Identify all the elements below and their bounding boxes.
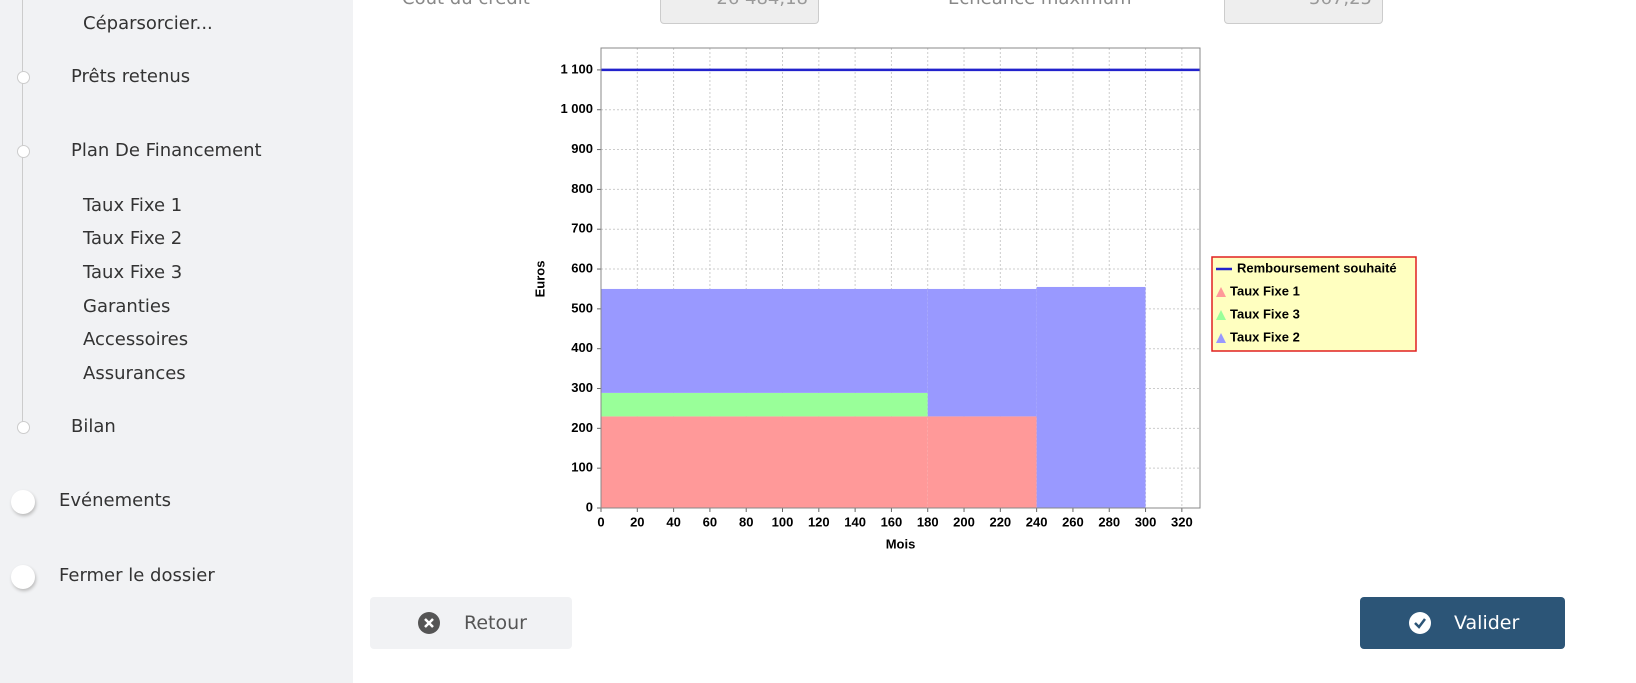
menu-item[interactable]: Taux Fixe 1 [83, 195, 183, 216]
x-tick-label: 180 [917, 514, 939, 529]
y-tick-label: 600 [571, 260, 593, 275]
menu-item[interactable]: Evénements [59, 490, 172, 511]
y-tick-label: 300 [571, 380, 593, 395]
field-value: 26 484,18 [660, 0, 819, 24]
legend-label: Remboursement souhaité [1237, 260, 1397, 275]
x-tick-label: 100 [772, 514, 794, 529]
y-tick-label: 1 000 [560, 101, 593, 116]
x-tick-label: 200 [953, 514, 975, 529]
bullet [11, 565, 35, 589]
x-tick-label: 260 [1062, 514, 1084, 529]
menu-item[interactable]: Taux Fixe 2 [83, 228, 183, 249]
area-segment [927, 288, 1037, 417]
x-tick-label: 60 [703, 514, 717, 529]
x-tick-label: 280 [1098, 514, 1120, 529]
bullet [17, 145, 30, 158]
x-tick-label: 300 [1135, 514, 1157, 529]
y-tick-label: 0 [586, 499, 593, 514]
timeline [22, 0, 23, 428]
area-segment [601, 416, 928, 508]
chart: 0 20 40 60 80 100 120 140 160 180 200 220 240 260 280 3… [532, 47, 1417, 551]
bullet [17, 71, 30, 84]
menu-item[interactable]: Prêts retenus [71, 66, 191, 87]
x-tick-label: 20 [630, 514, 644, 529]
legend-label: Taux Fixe 2 [1230, 329, 1300, 344]
y-tick-label: 400 [571, 340, 593, 355]
y-tick-label: 900 [571, 141, 593, 156]
menu-item[interactable]: Plan De Financement [71, 140, 262, 161]
area-segment [601, 288, 928, 393]
legend-swatch [1216, 333, 1226, 343]
area-segment [1036, 286, 1146, 508]
y-tick-label: 1 100 [560, 61, 593, 76]
x-axis-label: Mois [886, 536, 916, 551]
bullet [11, 490, 35, 514]
y-axis-label: Euros [532, 261, 547, 298]
y-tick-label: 500 [571, 300, 593, 315]
area-segment [601, 392, 928, 417]
back-button[interactable]: Retour [370, 597, 572, 649]
field-value: 567,25 [1224, 0, 1383, 24]
x-tick-label: 320 [1171, 514, 1193, 529]
button-label: Retour [464, 612, 527, 634]
sidebar: Céparsorcier... Prêts retenus Plan De Fi… [0, 0, 353, 683]
menu-item[interactable]: Accessoires [83, 329, 189, 350]
plot-border [600, 47, 1201, 509]
y-tick-label: 700 [571, 221, 593, 236]
x-tick-label: 140 [844, 514, 866, 529]
bullet [17, 421, 30, 434]
menu-item[interactable]: Garanties [83, 296, 171, 317]
legend-label: Taux Fixe 1 [1230, 283, 1300, 298]
x-tick-label: 120 [808, 514, 830, 529]
x-tick-label: 220 [989, 514, 1011, 529]
menu-item[interactable]: Taux Fixe 3 [83, 262, 183, 283]
submit-button[interactable]: Valider [1360, 597, 1565, 649]
field-label: Coût du crédit [402, 0, 530, 9]
menu-item[interactable]: Bilan [71, 416, 116, 437]
button-label: Valider [1454, 612, 1520, 634]
y-tick-label: 800 [571, 181, 593, 196]
check-icon [1409, 612, 1431, 634]
legend-swatch [1216, 310, 1226, 320]
x-tick-label: 40 [666, 514, 680, 529]
x-tick-label: 240 [1026, 514, 1048, 529]
menu-item[interactable]: Assurances [83, 363, 186, 384]
close-icon [418, 612, 440, 634]
legend-swatch [1216, 287, 1226, 297]
legend: Remboursement souhaité Taux Fixe 1 Taux Fi… [1211, 256, 1417, 352]
menu-item[interactable]: Fermer le dossier [59, 565, 215, 586]
x-tick-label: 0 [597, 514, 604, 529]
y-tick-label: 100 [571, 460, 593, 475]
field-label: Echéance maximum [948, 0, 1132, 9]
legend-box [1211, 256, 1417, 352]
legend-label: Taux Fixe 3 [1230, 306, 1300, 321]
menu-item[interactable]: Céparsorcier... [83, 13, 213, 34]
x-tick-label: 160 [881, 514, 903, 529]
y-tick-label: 200 [571, 420, 593, 435]
area-segment [927, 416, 1037, 508]
x-tick-label: 80 [739, 514, 753, 529]
